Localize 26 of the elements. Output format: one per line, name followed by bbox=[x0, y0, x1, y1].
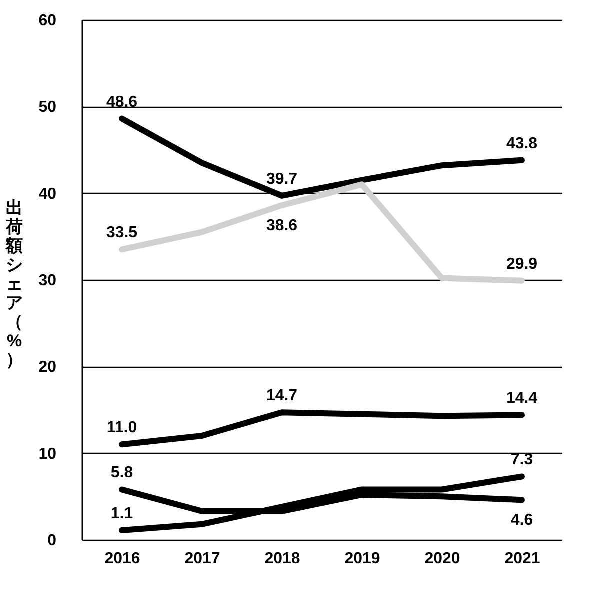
data-label: 14.4 bbox=[506, 390, 538, 408]
data-label: 33.5 bbox=[106, 224, 138, 242]
data-label: 39.7 bbox=[266, 170, 298, 188]
data-label: 11.0 bbox=[106, 420, 138, 437]
data-label: 1.1 bbox=[110, 505, 134, 522]
y-tick-label: 30 bbox=[38, 272, 57, 290]
text: 出荷額シェア（%） bbox=[6, 198, 23, 370]
x-tick-label: 2019 bbox=[344, 550, 380, 568]
data-label: 29.9 bbox=[506, 256, 538, 273]
y-tick-label: 20 bbox=[38, 359, 57, 376]
x-tick-label: 2020 bbox=[424, 550, 460, 568]
x-tick-label: 2017 bbox=[184, 550, 220, 568]
y-tick-label: 10 bbox=[38, 446, 57, 463]
y-tick-label: 50 bbox=[38, 99, 57, 116]
data-label: 4.6 bbox=[510, 512, 534, 530]
data-label: 14.7 bbox=[266, 388, 298, 405]
data-label: 48.6 bbox=[106, 94, 138, 111]
y-tick-label: 60 bbox=[38, 12, 57, 30]
x-tick-label: 2018 bbox=[264, 550, 300, 568]
data-label: 43.8 bbox=[506, 135, 538, 152]
x-tick-label: 2016 bbox=[104, 550, 140, 568]
x-tick-label: 2021 bbox=[504, 550, 540, 568]
data-label: 5.8 bbox=[110, 464, 134, 482]
y-tick-label: 40 bbox=[38, 186, 57, 203]
data-label: 38.6 bbox=[266, 217, 298, 234]
y-tick-label: 0 bbox=[48, 532, 57, 550]
